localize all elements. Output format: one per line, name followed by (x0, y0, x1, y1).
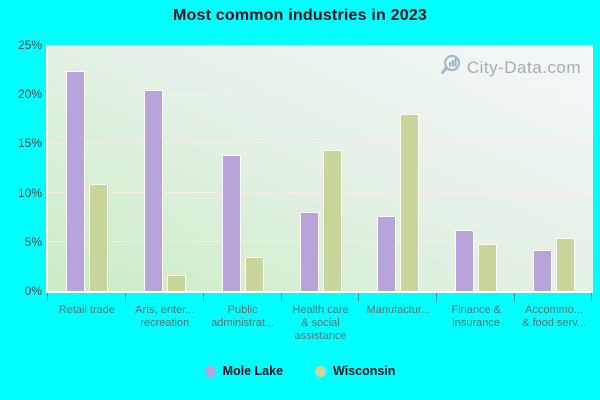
bar-wisconsin-health-care-social-assistance (322, 150, 342, 291)
gridline-15 (48, 142, 593, 144)
legend-label-mole-lake: Mole Lake (222, 364, 284, 378)
y-tick-label-5: 5% (24, 234, 42, 249)
watermark: City-Data.com (439, 54, 581, 81)
bar-wisconsin-finance-insurance (478, 243, 498, 291)
x-tick-0 (47, 293, 48, 301)
x-tick-3 (280, 293, 282, 301)
x-axis-label-public-administration: Public administrat... (211, 304, 275, 329)
watermark-text: City-Data.com (466, 57, 581, 77)
x-axis-label-finance-insurance: Finance & insurance (451, 304, 501, 329)
x-axis-label-arts-entertainment-recreation: Arts, enter... recreation (135, 304, 195, 329)
bar-mole-lake-accommodation-food-services (533, 249, 553, 291)
bar-wisconsin-manufacturing (400, 113, 420, 291)
bar-wisconsin-public-administration (244, 256, 264, 291)
x-tick-6 (514, 293, 516, 301)
plot-area: City-Data.com (46, 45, 593, 293)
legend-label-wisconsin: Wisconsin (333, 364, 396, 378)
bar-mole-lake-retail-trade (65, 70, 85, 291)
legend-item-mole-lake: Mole Lake (204, 364, 284, 378)
y-tick-label-25: 25% (17, 38, 42, 52)
bar-wisconsin-accommodation-food-services (556, 237, 576, 291)
x-tick-1 (124, 293, 126, 301)
bar-mole-lake-arts-entertainment-recreation (143, 90, 163, 291)
page-title: Most common industries in 2023 (172, 7, 428, 24)
x-tick-4 (358, 293, 360, 301)
x-tick-7 (591, 293, 592, 301)
x-tick-2 (202, 293, 204, 301)
x-axis-label-retail-trade: Retail trade (58, 304, 116, 316)
legend-swatch-wisconsin-icon (315, 365, 327, 377)
bar-mole-lake-health-care-social-assistance (299, 212, 319, 291)
y-tick-label-15: 15% (17, 136, 42, 151)
gridline-5 (48, 240, 593, 242)
y-tick-label-0: 0% (24, 284, 42, 298)
city-data-logo-icon (439, 54, 463, 81)
x-axis-tick-strip (47, 293, 593, 302)
bar-mole-lake-public-administration (221, 155, 241, 291)
legend-swatch-mole-lake-icon (204, 365, 216, 377)
gridline-10 (48, 191, 593, 193)
x-axis-label-health-care-social-assistance: Health care & social assistance (292, 304, 349, 342)
x-axis-label-accommodation-food-services: Accommo... & food serv... (522, 304, 587, 329)
bar-wisconsin-arts-entertainment-recreation (166, 275, 186, 291)
bar-mole-lake-manufacturing (377, 216, 397, 291)
gridline-20 (48, 93, 593, 95)
bar-wisconsin-retail-trade (88, 183, 108, 291)
y-tick-label-20: 20% (17, 87, 42, 102)
y-tick-label-10: 10% (17, 185, 42, 200)
legend-item-wisconsin: Wisconsin (315, 364, 395, 378)
x-tick-5 (436, 293, 438, 301)
x-axis-label-manufacturing: Manufactur... (366, 304, 431, 316)
bar-mole-lake-finance-insurance (455, 230, 475, 291)
legend: Mole Lake Wisconsin (0, 364, 600, 378)
